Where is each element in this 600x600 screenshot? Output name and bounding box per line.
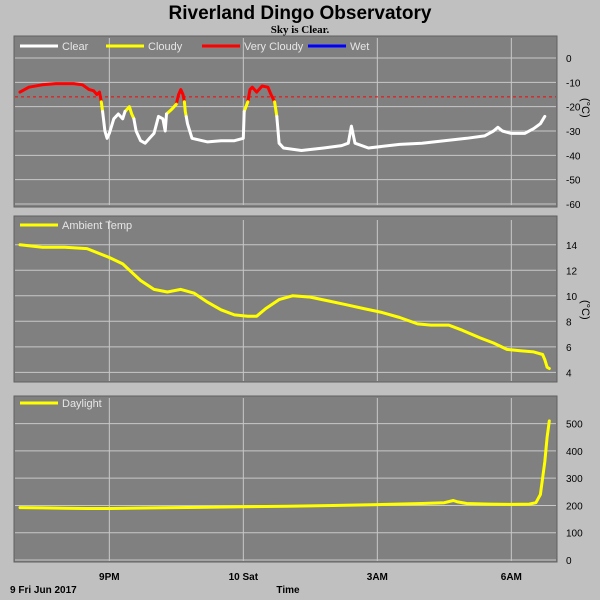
y-tick-label: 400 <box>566 447 583 458</box>
start-date-label: 9 Fri Jun 2017 <box>10 585 77 596</box>
ambient-series <box>18 243 551 370</box>
y-tick-label: 0 <box>566 54 572 65</box>
y-tick-label: -60 <box>566 200 581 211</box>
page-title: Riverland Dingo Observatory <box>169 3 432 24</box>
y-tick-label: -20 <box>566 103 581 114</box>
legend-label: Daylight <box>62 398 102 410</box>
y-tick-label: 0 <box>566 556 572 567</box>
series-line-cloudy <box>273 100 279 118</box>
time-axis: 9PM 10 Sat 3AM 6AM <box>99 572 522 583</box>
sky-series <box>18 82 547 152</box>
y-tick-label: 200 <box>566 501 583 512</box>
daylight-legend: Daylight <box>20 398 102 410</box>
series-line-cloudy <box>182 100 188 118</box>
series-line-cloudy <box>123 105 136 121</box>
time-axis-label: Time <box>276 585 300 596</box>
y-tick-label: 6 <box>566 343 572 354</box>
y-tick-label: 100 <box>566 529 583 540</box>
series-line-very-cloudy <box>246 84 277 104</box>
legend-label: Wet <box>350 41 369 53</box>
series-line-cloudy <box>242 100 250 113</box>
daylight-series <box>18 419 551 510</box>
series-line-cloudy <box>99 100 105 113</box>
legend-label: Very Cloudy <box>244 41 304 53</box>
y-tick-label: -30 <box>566 127 581 138</box>
ambient-y-axis: 14 12 10 8 6 4 <box>566 241 578 380</box>
y-tick-label: 500 <box>566 420 583 431</box>
x-tick-label: 10 Sat <box>229 572 259 583</box>
legend-label: Cloudy <box>148 41 183 53</box>
y-tick-label: -10 <box>566 78 581 89</box>
series-line-clear <box>275 114 547 152</box>
y-tick-label: 300 <box>566 474 583 485</box>
y-tick-label: 4 <box>566 368 572 379</box>
y-tick-label: 14 <box>566 241 578 252</box>
y-tick-label: 8 <box>566 317 572 328</box>
series-line-daylight <box>18 419 551 510</box>
legend-label: Clear <box>62 41 89 53</box>
series-line-very-cloudy <box>174 88 186 106</box>
x-tick-label: 9PM <box>99 572 120 583</box>
sky-status-subtitle: Sky is Clear. <box>271 24 330 36</box>
series-line-ambient-temp <box>18 243 551 370</box>
legend-label: Ambient Temp <box>62 220 132 232</box>
series-line-cloudy <box>165 102 178 116</box>
y-tick-label: -50 <box>566 176 581 187</box>
series-line-very-cloudy <box>18 82 103 104</box>
daylight-panel: Daylight 500 400 300 200 100 0 <box>13 395 583 567</box>
y-tick-label: 10 <box>566 292 578 303</box>
sky-legend: Clear Cloudy Very Cloudy Wet <box>20 41 369 53</box>
ambient-panel: Ambient Temp 14 12 10 8 6 4 (°C) <box>13 215 591 383</box>
daylight-plot-area <box>13 395 558 563</box>
daylight-y-axis: 500 400 300 200 100 0 <box>566 420 583 567</box>
sky-panel: Clear Cloudy Very Cloudy Wet 0 -10 -20 -30 -40 -… <box>13 35 591 211</box>
ambient-grid <box>15 220 556 381</box>
y-tick-label: 12 <box>566 266 578 277</box>
ambient-unit-label: (°C) <box>579 300 591 320</box>
sky-y-axis: 0 -10 -20 -30 -40 -50 -60 <box>566 54 581 211</box>
ambient-legend: Ambient Temp <box>20 220 132 232</box>
series-line-clear <box>132 112 168 145</box>
daylight-grid <box>15 398 556 561</box>
sky-unit-label: (°C) <box>579 98 591 118</box>
sky-plot-area <box>13 35 558 208</box>
x-tick-label: 6AM <box>501 572 522 583</box>
y-tick-label: -40 <box>566 151 581 162</box>
series-line-clear <box>184 110 246 144</box>
x-tick-label: 3AM <box>367 572 388 583</box>
series-line-clear <box>101 110 127 140</box>
